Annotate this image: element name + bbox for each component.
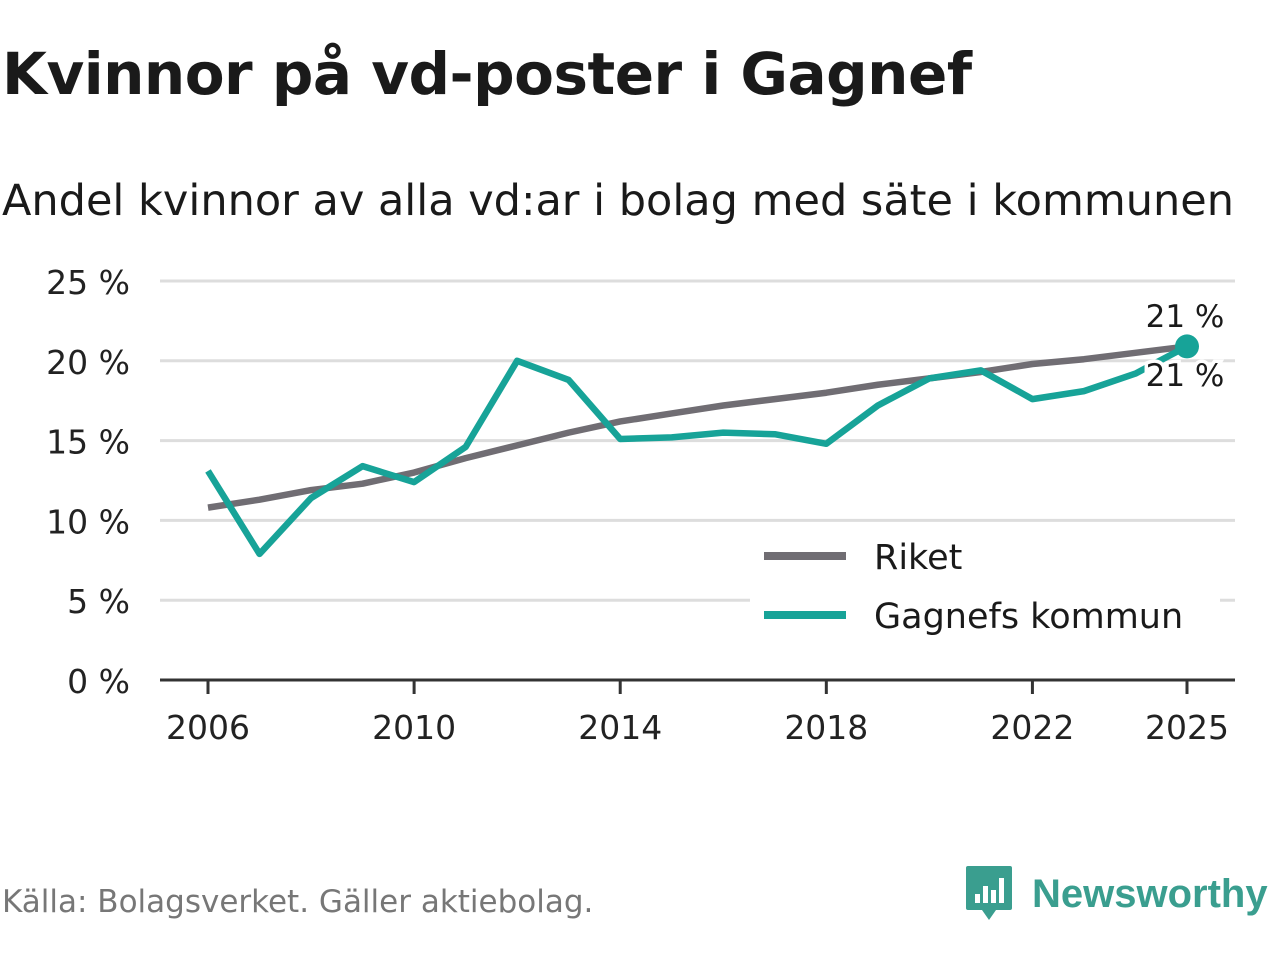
brand-logo: Newsworthy <box>964 864 1268 924</box>
chart-subtitle: Andel kvinnor av alla vd:ar i bolag med … <box>2 176 1234 226</box>
legend-label: Riket <box>874 538 962 578</box>
x-tick-label: 2025 <box>1145 708 1229 747</box>
end-labels: 21 % 21 % <box>1142 296 1228 398</box>
series-lines <box>205 334 1199 558</box>
brand-name: Newsworthy <box>1032 871 1268 916</box>
y-axis-ticks: 0 % 5 % 10 % 15 % 20 % 25 % <box>46 263 130 701</box>
x-axis: 2006 2010 2014 2018 2022 2025 <box>160 678 1235 747</box>
end-label-gagnef: 21 % <box>1146 358 1225 394</box>
legend-label: Gagnefs kommun <box>874 597 1183 637</box>
y-tick-label: 10 % <box>46 502 130 541</box>
y-tick-label: 25 % <box>46 263 130 302</box>
legend: Riket Gagnefs kommun <box>750 532 1220 637</box>
bar-chart-speech-bubble-icon <box>966 866 1012 920</box>
chart-title: Kvinnor på vd-poster i Gagnef <box>2 40 972 108</box>
y-tick-label: 15 % <box>46 423 130 462</box>
y-tick-label: 5 % <box>67 582 130 621</box>
x-tick-label: 2022 <box>990 708 1074 747</box>
series-line-gagnef <box>205 343 1189 558</box>
x-tick-label: 2006 <box>166 708 250 747</box>
legend-background <box>750 532 1220 602</box>
series-line-riket <box>207 343 1188 511</box>
source-note: Källa: Bolagsverket. Gäller aktiebolag. <box>2 884 594 920</box>
end-label-riket: 21 % <box>1146 299 1225 335</box>
series-end-point <box>1175 334 1199 359</box>
x-tick-label: 2014 <box>578 708 662 747</box>
x-tick-label: 2010 <box>372 708 456 747</box>
y-tick-label: 20 % <box>46 343 130 382</box>
x-tick-label: 2018 <box>784 708 868 747</box>
y-tick-label: 0 % <box>67 662 130 701</box>
